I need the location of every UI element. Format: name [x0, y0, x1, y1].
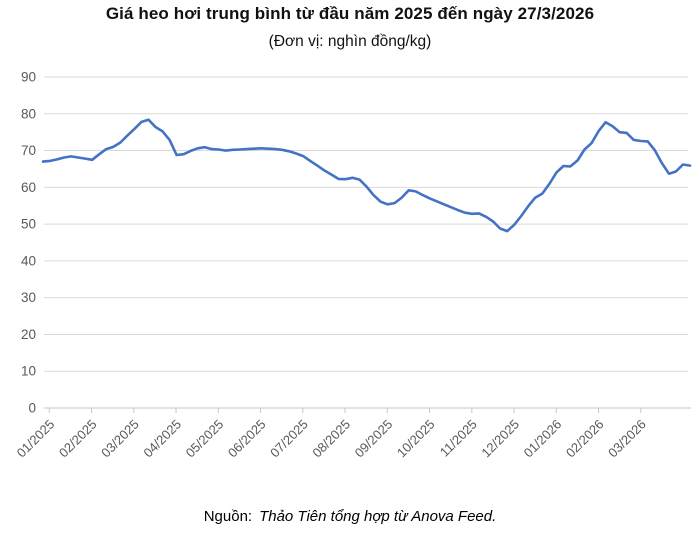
x-axis-tick-label: 03/2025 [98, 417, 142, 461]
y-axis-tick-label: 40 [21, 253, 36, 268]
x-axis-tick-label: 06/2025 [225, 417, 269, 461]
y-axis-tick-label: 90 [21, 70, 36, 85]
y-axis-tick-label: 50 [21, 217, 36, 232]
price-line-chart: 0 10 20 30 40 50 60 70 80 90 01/2025 02/2025 03/2025… [0, 60, 700, 472]
source-line: Nguồn: Thảo Tiên tổng hợp từ Anova Feed. [0, 508, 700, 525]
x-axis-tick-label: 02/2026 [563, 417, 607, 461]
price-series-line [41, 118, 692, 233]
x-axis-tick-label: 01/2025 [14, 417, 58, 461]
y-axis-tick-label: 70 [21, 143, 36, 158]
x-axis-tick-label: 09/2025 [352, 417, 396, 461]
x-axis-tick-label: 11/2025 [437, 417, 480, 460]
x-axis-tick-label: 05/2025 [183, 417, 227, 461]
source-label: Nguồn: [203, 508, 253, 525]
y-axis-tick-label: 0 [28, 401, 36, 416]
x-axis-tick-label: 01/2026 [521, 417, 565, 461]
y-axis-tick-label: 80 [21, 106, 36, 121]
chart-title: Giá heo hơi trung bình từ đầu năm 2025 đ… [105, 4, 595, 23]
line-chart-svg: 0 10 20 30 40 50 60 70 80 90 01/202502/202503/2025… [14, 70, 692, 461]
y-axis-tick-label: 20 [21, 327, 36, 342]
x-axis-tick-label: 03/2026 [605, 417, 649, 461]
x-axis-tick-label: 07/2025 [267, 417, 311, 461]
chart-subtitle: (Đơn vị: nghìn đồng/kg) [268, 33, 432, 50]
source-text: Thảo Tiên tổng hợp từ Anova Feed. [259, 508, 497, 525]
y-axis-tick-label: 10 [21, 364, 36, 379]
y-axis-tick-label: 60 [21, 180, 36, 195]
x-axis-tick-label: 12/2025 [478, 417, 522, 461]
x-axis-tick-label: 04/2025 [140, 417, 184, 461]
x-axis-tick-label: 02/2025 [56, 417, 100, 461]
y-axis-tick-label: 30 [21, 290, 36, 305]
x-axis-tick-label: 08/2025 [309, 417, 353, 461]
x-axis-tick-label: 10/2025 [394, 417, 438, 461]
